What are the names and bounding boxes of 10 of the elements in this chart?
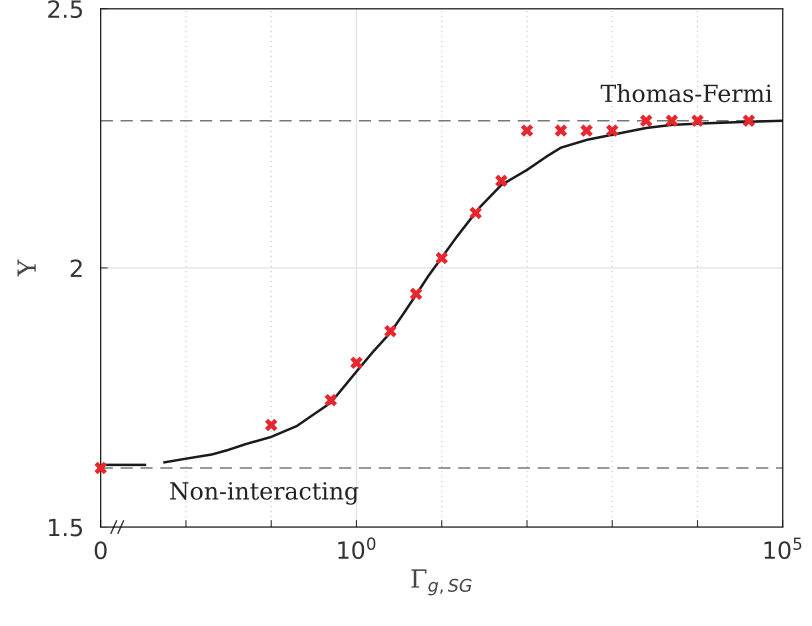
ref-line-label: Thomas-Fermi [600,84,772,102]
x-tick-label: 10$^{0}$ [338,537,376,560]
y-axis-title: Υ [17,259,36,276]
x-axis-title: Γ$_{g,SG}$ [411,569,472,596]
x-tick-label: 10$^{5}$ [764,538,802,560]
y-tick-label: 2 [70,259,82,277]
y-tick-label: 1.5 [49,518,82,536]
ref-line-label: Non-interacting [170,482,358,505]
x-tick-label: 0 [94,541,107,560]
y-tick-label: 2.5 [48,0,82,18]
